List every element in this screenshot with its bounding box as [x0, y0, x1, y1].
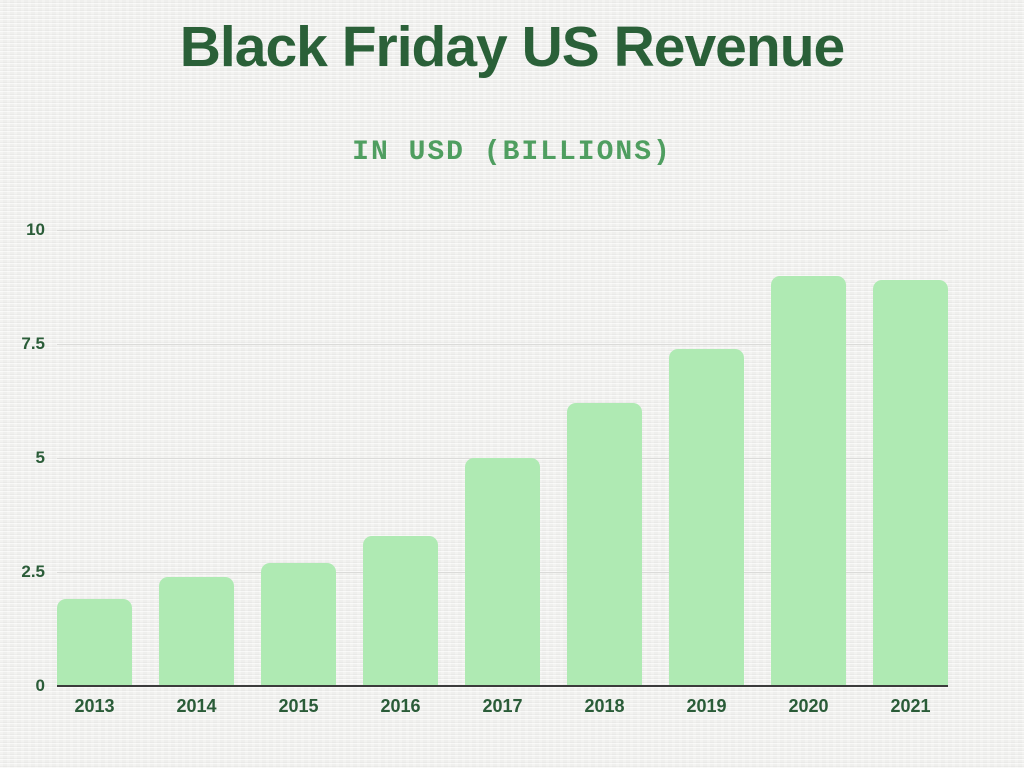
chart-title: Black Friday US Revenue	[179, 15, 845, 79]
x-axis-label-2018: 2018	[584, 696, 625, 716]
bar-2017	[465, 458, 540, 686]
x-axis-label-2017: 2017	[482, 696, 523, 716]
y-axis-tick-label: 5	[35, 448, 45, 467]
bar-2016	[363, 536, 438, 686]
x-axis-line	[57, 685, 948, 687]
chart-subtitle: IN USD (BILLIONS)	[352, 137, 672, 168]
y-axis-tick-label: 10	[26, 220, 45, 239]
bar-2020	[771, 276, 846, 686]
x-axis-label-2014: 2014	[176, 696, 217, 716]
y-axis: 0 2.5 5 7.5 10	[0, 220, 47, 695]
bar-2013	[57, 599, 132, 686]
bar-chart-plot	[57, 230, 948, 687]
bars-container	[57, 230, 948, 686]
x-axis-label-2020: 2020	[788, 696, 829, 716]
bar-2015	[261, 563, 336, 686]
bar-2018	[567, 403, 642, 686]
y-axis-tick-label: 7.5	[21, 334, 45, 353]
x-axis-label-2013: 2013	[74, 696, 115, 716]
gridline	[57, 344, 948, 345]
y-axis-tick-label: 2.5	[21, 562, 45, 581]
x-axis-label-2021: 2021	[890, 696, 931, 716]
gridline	[57, 230, 948, 231]
bar-2014	[159, 577, 234, 686]
x-axis-label-2019: 2019	[686, 696, 727, 716]
x-axis: 2013 2014 2015 2016 2017 2018 2019 2020 2021	[57, 696, 948, 717]
x-axis-label-2016: 2016	[380, 696, 421, 716]
bar-2019	[669, 349, 744, 686]
y-axis-tick-label: 0	[35, 676, 45, 695]
bar-2021	[873, 280, 948, 686]
x-axis-label-2015: 2015	[278, 696, 319, 716]
